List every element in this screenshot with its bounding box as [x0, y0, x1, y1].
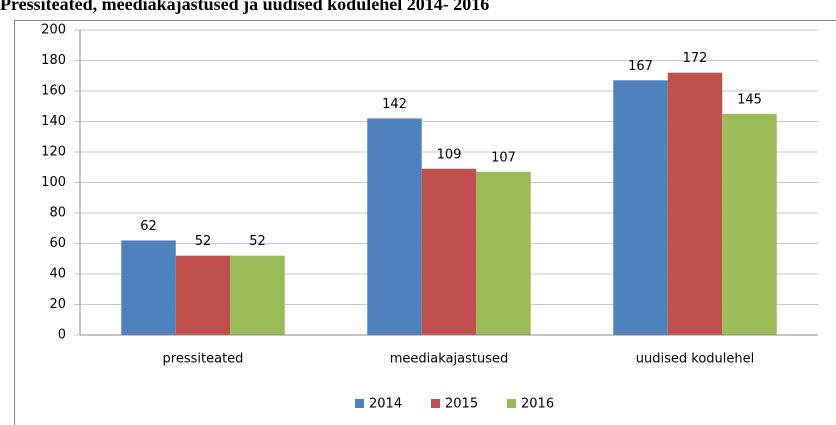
legend-label: 2015: [445, 397, 478, 412]
data-label: 142: [382, 97, 407, 112]
y-tick-label: 120: [41, 145, 66, 160]
y-tick-label: 20: [49, 297, 66, 312]
legend-swatch: [507, 399, 516, 408]
legend-swatch: [355, 399, 364, 408]
data-label: 109: [437, 147, 462, 162]
x-tick-label: meediakajastused: [390, 352, 508, 367]
legend-swatch: [431, 399, 440, 408]
chart-title: Pressiteated, meediakajastused ja uudise…: [0, 0, 489, 14]
data-label: 52: [195, 234, 212, 249]
bar: [421, 168, 477, 335]
y-tick-label: 40: [49, 267, 66, 282]
bar: [722, 113, 777, 335]
y-tick-label: 180: [41, 53, 66, 68]
bar: [175, 255, 231, 335]
bar: [367, 118, 422, 335]
y-tick-label: 80: [49, 206, 66, 221]
bar: [613, 80, 668, 335]
bar: [667, 72, 723, 335]
legend-label: 2014: [369, 397, 402, 412]
bar: [476, 171, 531, 335]
data-label: 52: [249, 234, 266, 249]
data-label: 62: [140, 219, 157, 234]
data-label: 172: [683, 51, 708, 66]
y-tick-label: 60: [49, 236, 66, 251]
bar: [230, 255, 285, 335]
data-label: 167: [628, 59, 653, 74]
y-tick-label: 100: [41, 175, 66, 190]
legend-label: 2016: [521, 397, 554, 412]
data-label: 145: [737, 92, 762, 107]
y-tick-label: 0: [58, 328, 66, 343]
data-label: 107: [491, 150, 516, 165]
bar: [121, 240, 176, 335]
x-tick-label: uudised kodulehel: [636, 352, 754, 367]
x-tick-label: pressiteated: [163, 352, 244, 367]
y-tick-label: 140: [41, 114, 66, 129]
y-tick-label: 160: [41, 84, 66, 99]
y-tick-label: 200: [41, 23, 66, 38]
